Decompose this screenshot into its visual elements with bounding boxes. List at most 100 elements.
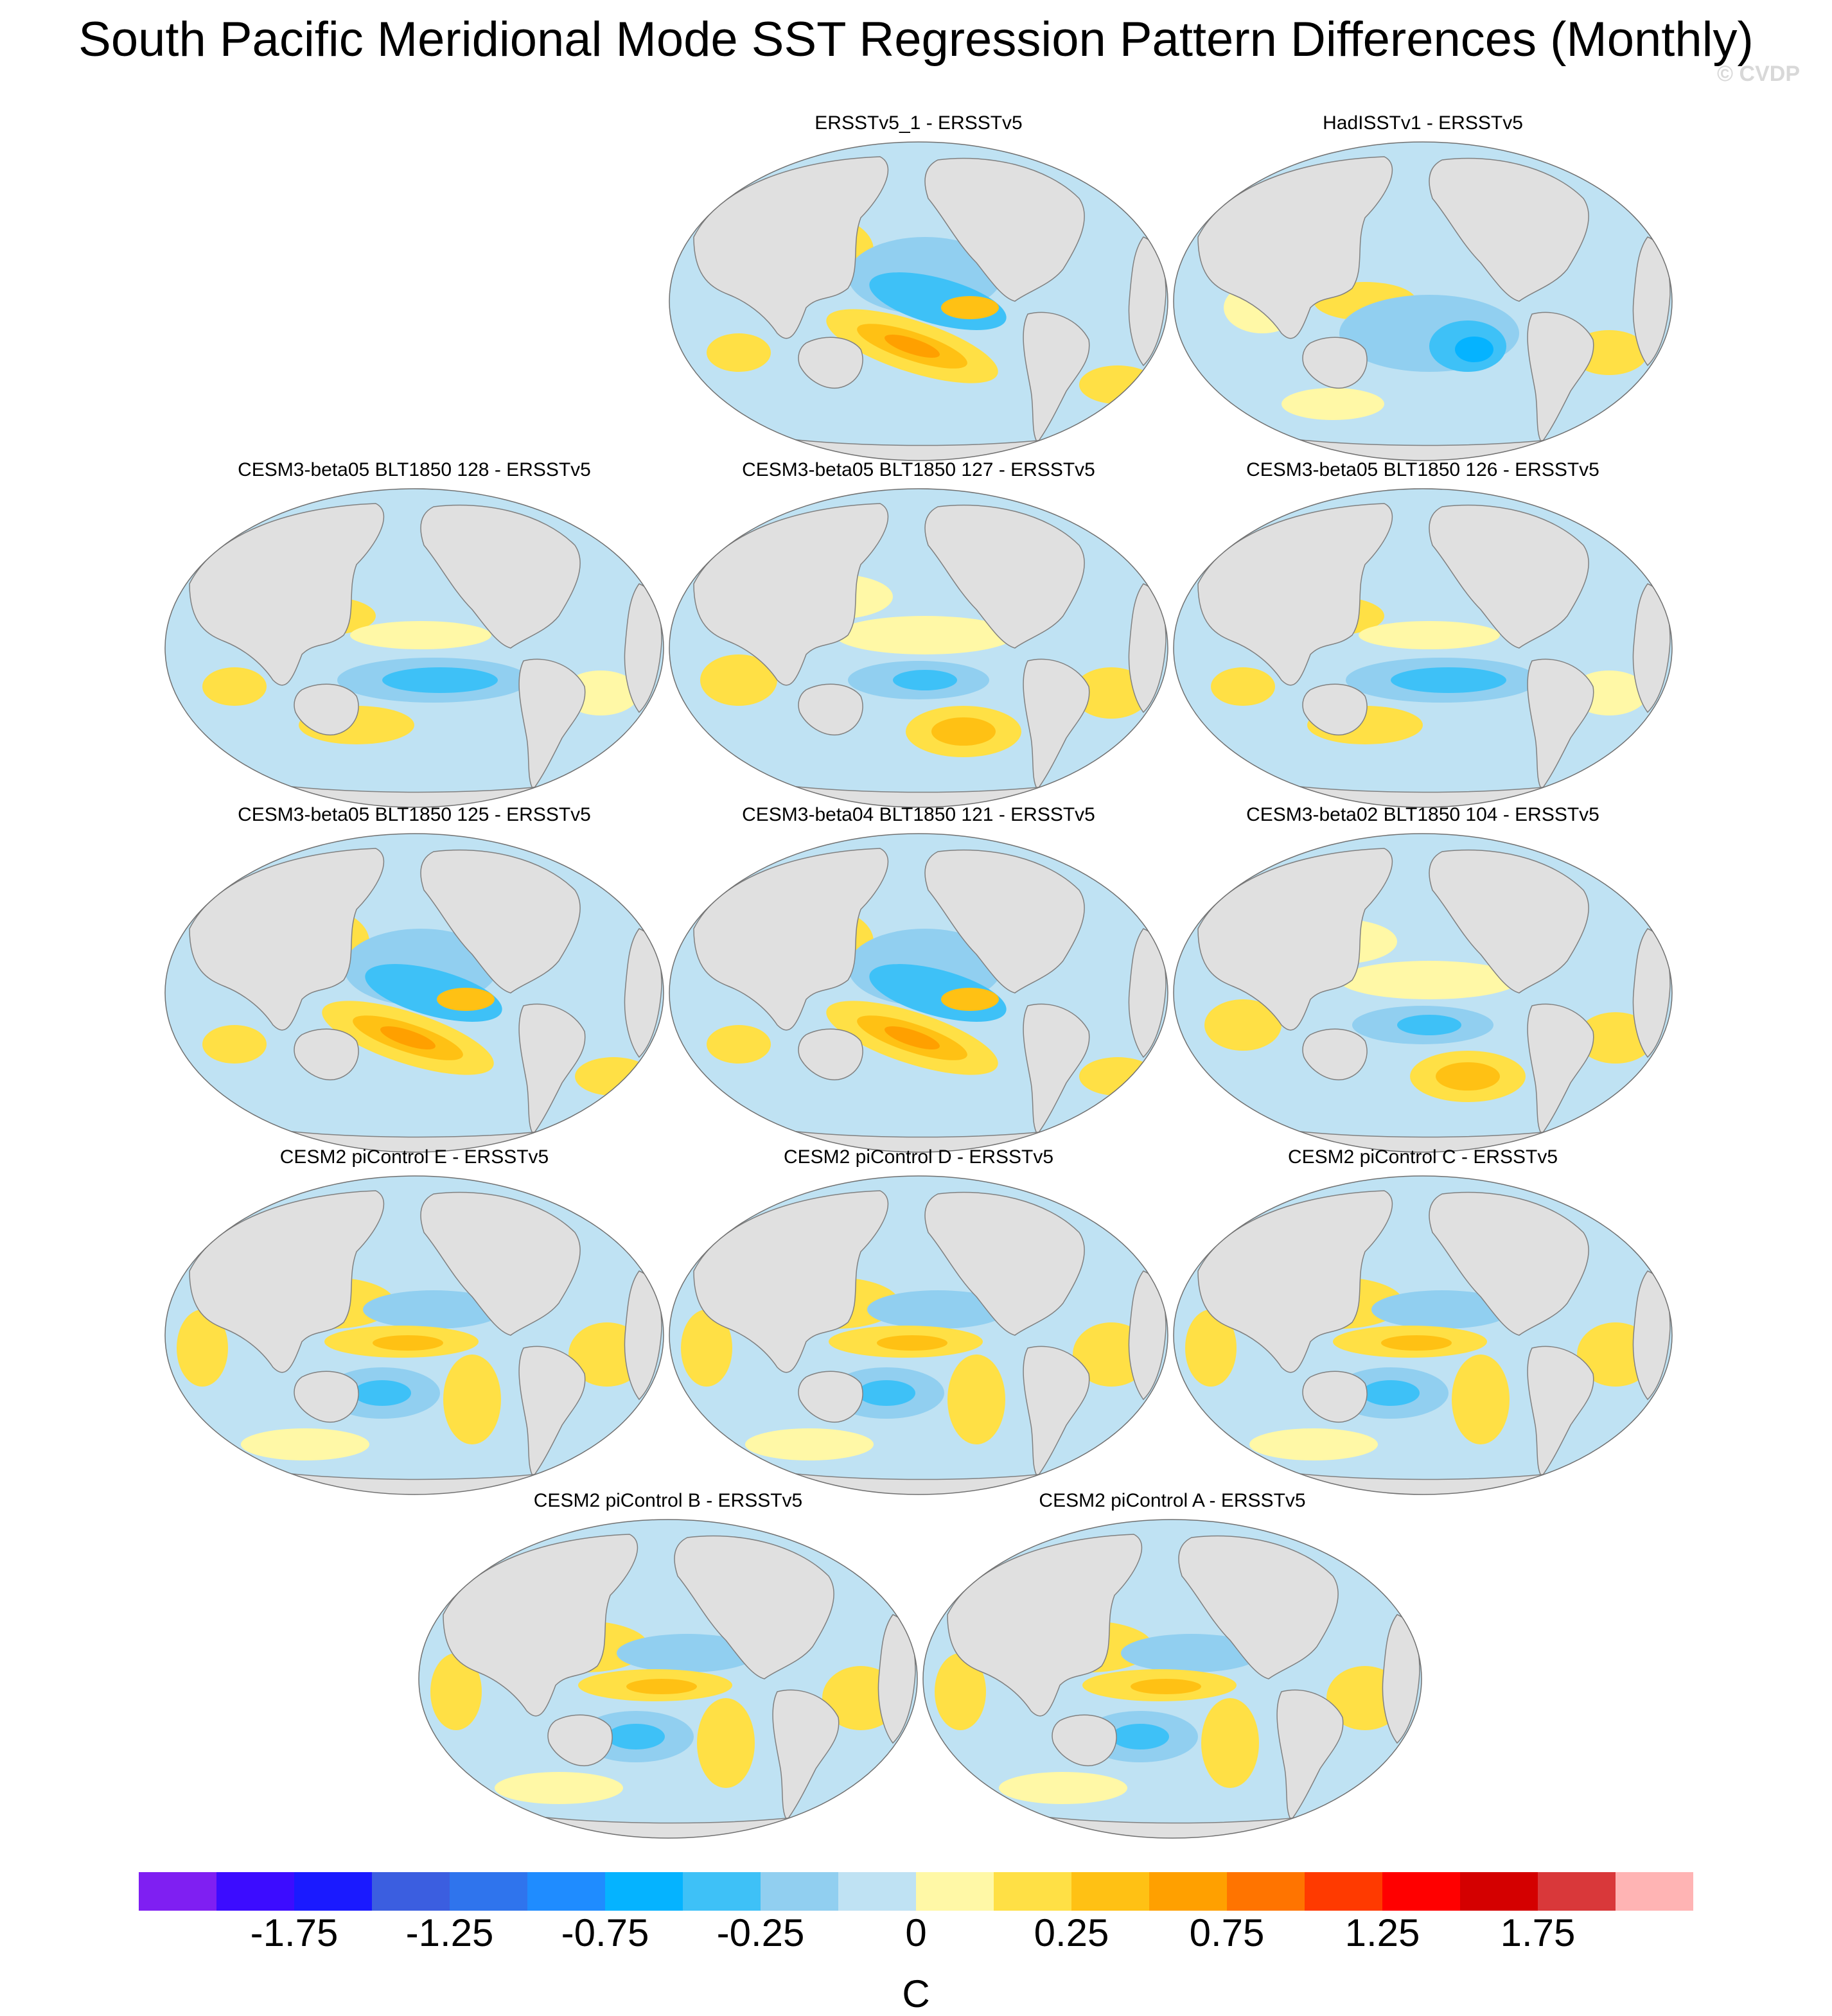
- land-mass: [1052, 1714, 1117, 1766]
- colorbar-swatch: [994, 1872, 1072, 1911]
- sst-anomaly-contour: [382, 667, 498, 693]
- land-mass: [1632, 1270, 1671, 1401]
- land-mass: [294, 1371, 359, 1423]
- colorbar-tick-label: -1.75: [250, 1911, 339, 1954]
- sst-anomaly-contour: [1201, 1698, 1259, 1788]
- regression-map: [418, 1519, 918, 1839]
- colorbar: [139, 1872, 1693, 1911]
- land-mass: [924, 504, 1085, 649]
- map-border: [669, 1175, 1168, 1495]
- map-panel: CESM2 piControl C - ERSSTv5: [1172, 1146, 1673, 1498]
- map-border: [1173, 1175, 1673, 1495]
- land-mass: [1128, 1270, 1167, 1401]
- sst-anomaly-contour: [1381, 1335, 1452, 1351]
- panel-title: CESM3-beta05 BLT1850 125 - ERSSTv5: [238, 804, 591, 825]
- colorbar-swatch: [1227, 1872, 1305, 1911]
- colorbar-swatch: [683, 1872, 761, 1911]
- land-mass: [294, 1028, 359, 1080]
- regression-map: [669, 488, 1168, 808]
- sst-anomaly-contour: [1131, 1679, 1201, 1694]
- land-mass: [189, 1190, 384, 1373]
- land-mass: [1632, 928, 1671, 1058]
- sst-anomaly-contour: [941, 988, 999, 1011]
- colorbar-swatch: [1538, 1872, 1616, 1911]
- map-panel: CESM3-beta05 BLT1850 125 - ERSSTv5: [164, 804, 665, 1156]
- map-panel: CESM3-beta05 BLT1850 127 - ERSSTv5: [668, 459, 1169, 811]
- land-mass: [1632, 583, 1671, 714]
- panel-title: CESM2 piControl A - ERSSTv5: [1039, 1490, 1306, 1511]
- colorbar-swatch: [294, 1872, 373, 1911]
- land-mass: [877, 1614, 916, 1744]
- map-panel: CESM3-beta05 BLT1850 128 - ERSSTv5: [164, 459, 665, 811]
- colorbar-swatch: [1149, 1872, 1228, 1911]
- sst-anomaly-contour: [700, 654, 777, 706]
- sst-anomaly-contour: [745, 1428, 874, 1460]
- colorbar-swatch: [1460, 1872, 1538, 1911]
- panel-title: CESM3-beta02 BLT1850 104 - ERSSTv5: [1246, 804, 1599, 825]
- regression-map: [1173, 141, 1673, 461]
- sst-anomaly-contour: [893, 670, 957, 690]
- land-mass: [1302, 1371, 1368, 1423]
- colorbar-swatch: [1616, 1872, 1693, 1911]
- sst-anomaly-contour: [1436, 1062, 1500, 1091]
- map-border: [164, 1175, 664, 1495]
- sst-anomaly-contour: [1452, 1354, 1510, 1444]
- sst-anomaly-contour: [681, 1310, 732, 1387]
- land-mass: [1429, 504, 1589, 649]
- land-mass: [1302, 337, 1368, 389]
- colorbar-swatch: [527, 1872, 606, 1911]
- sst-anomaly-contour: [931, 717, 996, 746]
- sst-anomaly-contour: [202, 1025, 267, 1064]
- map-border: [1173, 833, 1673, 1153]
- map-panel: ERSSTv5_1 - ERSSTv5: [668, 112, 1169, 464]
- land-mass: [1023, 1003, 1090, 1135]
- land-mass: [189, 848, 384, 1031]
- colorbar-swatch: [216, 1872, 295, 1911]
- map-panel: CESM3-beta05 BLT1850 126 - ERSSTv5: [1172, 459, 1673, 811]
- map-border: [669, 141, 1168, 461]
- sst-anomaly-contour: [1339, 961, 1519, 999]
- panel-title: CESM2 piControl B - ERSSTv5: [533, 1490, 803, 1511]
- sst-anomaly-contour: [935, 1653, 986, 1730]
- sst-anomaly-contour: [373, 1335, 443, 1351]
- sst-anomaly-contour: [707, 1025, 771, 1064]
- land-mass: [798, 1371, 863, 1423]
- land-mass: [1429, 1191, 1589, 1336]
- regression-map: [164, 1175, 664, 1495]
- sst-anomaly-contour: [697, 1698, 755, 1788]
- colorbar-tick-label: -1.25: [405, 1911, 494, 1954]
- land-mass: [518, 658, 586, 791]
- land-mass: [1023, 658, 1090, 791]
- sst-anomaly-contour: [941, 296, 999, 319]
- land-mass: [420, 849, 581, 994]
- panel-title: CESM3-beta04 BLT1850 121 - ERSSTv5: [742, 804, 1095, 825]
- regression-map: [669, 141, 1168, 461]
- sst-anomaly-contour: [350, 621, 491, 649]
- sst-anomaly-contour: [437, 988, 495, 1011]
- sst-anomaly-contour: [885, 1026, 940, 1049]
- colorbar-swatch: [916, 1872, 994, 1911]
- land-mass: [693, 1190, 888, 1373]
- panel-title: CESM3-beta05 BLT1850 128 - ERSSTv5: [238, 459, 591, 480]
- sst-anomaly-contour: [575, 1057, 652, 1096]
- land-mass: [1632, 236, 1671, 367]
- land-mass: [1178, 1535, 1339, 1679]
- land-mass: [624, 583, 662, 714]
- colorbar-swatch: [838, 1872, 917, 1911]
- colorbar-tick-label: 0.25: [1034, 1911, 1109, 1954]
- map-panel: CESM2 piControl A - ERSSTv5: [922, 1490, 1423, 1842]
- land-mass: [1382, 1614, 1420, 1744]
- sst-anomaly-contour: [999, 1772, 1127, 1804]
- map-border: [922, 1519, 1422, 1839]
- map-border: [164, 833, 664, 1153]
- panel-title: HadISSTv1 - ERSSTv5: [1323, 112, 1523, 134]
- map-panel: CESM2 piControl E - ERSSTv5: [164, 1146, 665, 1498]
- map-panel: CESM3-beta02 BLT1850 104 - ERSSTv5: [1172, 804, 1673, 1156]
- land-mass: [924, 157, 1085, 302]
- sst-anomaly-contour: [867, 1290, 1008, 1329]
- sst-anomaly-contour: [1282, 388, 1384, 420]
- land-mass: [1128, 583, 1167, 714]
- colorbar-unit: C: [902, 1972, 930, 2015]
- land-mass: [1197, 848, 1393, 1031]
- sst-anomaly-contour: [947, 1354, 1005, 1444]
